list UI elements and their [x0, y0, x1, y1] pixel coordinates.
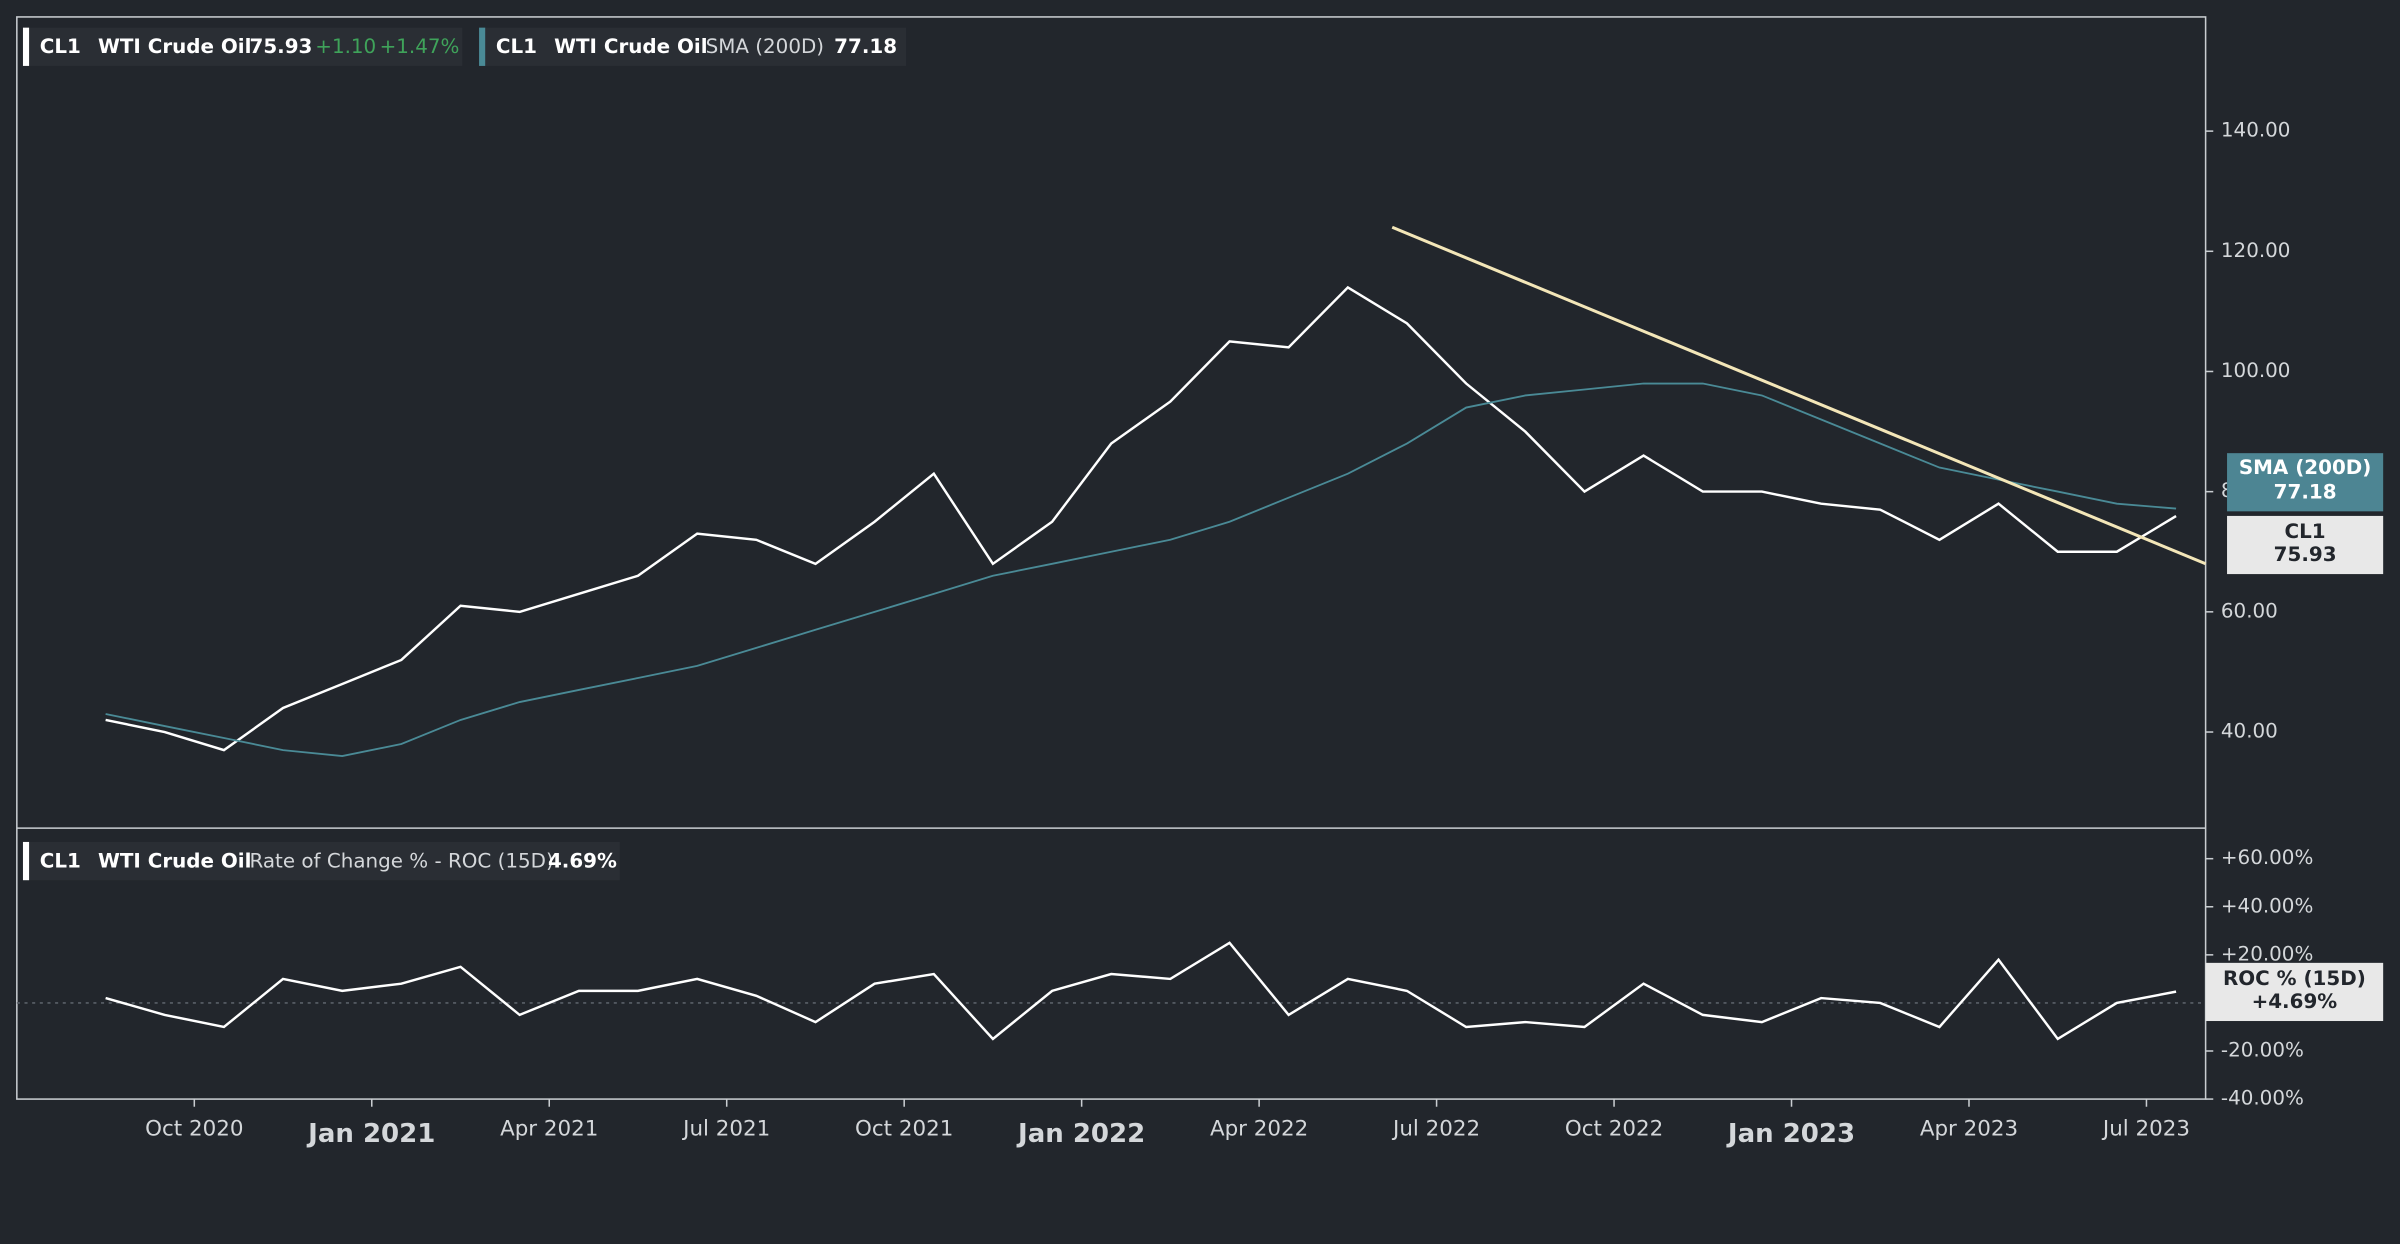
- sma-badge: [2227, 453, 2384, 512]
- x-tick-label: Jul 2022: [1391, 1117, 1480, 1142]
- plot-area: 40.0060.0080.00100.00120.00140.00-40.00%…: [16, 119, 2313, 1149]
- price-badge-name: CL1: [2285, 520, 2326, 543]
- x-tick-label: Jul 2023: [2101, 1117, 2190, 1142]
- x-tick-label: Jan 2022: [1016, 1119, 1145, 1149]
- legend-symbol: CL1: [40, 35, 81, 58]
- y-tick-label: +60.00%: [2221, 846, 2313, 869]
- y-tick-label: +20.00%: [2221, 942, 2313, 965]
- legend-symbol: CL1: [40, 849, 81, 872]
- y-tick-label: 120.00: [2221, 239, 2291, 262]
- series-line: [105, 382, 2177, 757]
- y-tick-label: 60.00: [2221, 599, 2278, 622]
- roc-badge: [2205, 962, 2384, 1022]
- y-tick-label: +40.00%: [2221, 894, 2313, 917]
- y-tick-label: -40.00%: [2221, 1087, 2304, 1110]
- legend-swatch: [479, 27, 486, 66]
- legend-series-name: SMA (200D): [706, 35, 824, 58]
- x-tick-label: Jan 2023: [1726, 1119, 1855, 1149]
- legend-instrument: WTI Crude Oil: [554, 35, 707, 58]
- frame: [16, 16, 2207, 1100]
- roc-badge-value: +4.69%: [2252, 990, 2338, 1013]
- price-badge-value: 75.93: [2274, 543, 2337, 566]
- y-tick-label: -20.00%: [2221, 1039, 2304, 1062]
- x-tick-label: Oct 2022: [1565, 1117, 1663, 1142]
- x-tick-label: Apr 2023: [1920, 1117, 2018, 1142]
- y-tick-label: 100.00: [2221, 359, 2291, 382]
- roc-badge-name: ROC % (15D): [2223, 967, 2366, 990]
- x-tick-label: Oct 2020: [145, 1117, 243, 1142]
- x-tick-label: Jul 2021: [681, 1117, 770, 1142]
- legend-swatch: [22, 27, 30, 66]
- legend-change: +1.10: [315, 35, 376, 58]
- legend-indicator: Rate of Change % - ROC (15D): [249, 849, 553, 872]
- legend-sma-value: 77.18: [834, 35, 897, 58]
- legend-instrument: WTI Crude Oil: [98, 849, 251, 872]
- series-line: [105, 285, 2177, 752]
- y-tick-label: 140.00: [2221, 119, 2291, 142]
- x-tick-label: Oct 2021: [855, 1117, 953, 1142]
- legend-swatch: [22, 841, 30, 881]
- legend-price: 75.93: [249, 35, 312, 58]
- y-tick-label: 40.00: [2221, 720, 2278, 743]
- sma-badge-value: 77.18: [2274, 480, 2337, 503]
- legend-box: [479, 27, 907, 66]
- badges: SMA (200D) 77.18 CL1 75.93 ROC % (15D) +…: [2205, 453, 2384, 1022]
- legend-change-pct: +1.47%: [380, 35, 460, 58]
- legend-roc-value: 4.69%: [548, 849, 617, 872]
- legend-box: [22, 27, 463, 66]
- legend-instrument: WTI Crude Oil: [98, 35, 251, 58]
- x-tick-label: Apr 2022: [1210, 1117, 1308, 1142]
- trend-line: [1391, 225, 2207, 566]
- legend-box: [22, 841, 620, 881]
- x-tick-label: Jan 2021: [306, 1119, 435, 1149]
- series-line: [105, 941, 2177, 1041]
- price-badge: [2227, 515, 2384, 575]
- legend-symbol: CL1: [496, 35, 537, 58]
- x-tick-label: Apr 2021: [500, 1117, 598, 1142]
- sma-badge-name: SMA (200D): [2239, 456, 2372, 479]
